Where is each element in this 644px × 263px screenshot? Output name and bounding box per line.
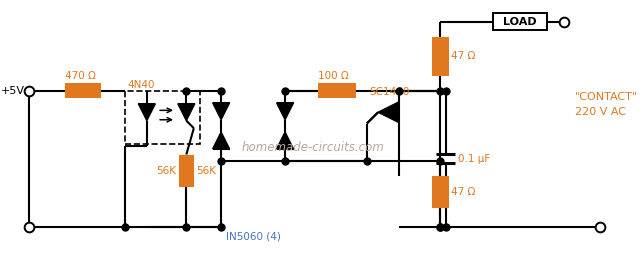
Polygon shape (276, 132, 294, 149)
Text: LOAD: LOAD (504, 17, 537, 27)
Text: SC1460: SC1460 (370, 87, 410, 97)
Text: 56K: 56K (196, 165, 216, 175)
Bar (179, 155, 194, 186)
Text: "CONTACT"
220 V AC: "CONTACT" 220 V AC (574, 92, 638, 117)
Bar (431, 176, 449, 208)
Polygon shape (378, 102, 399, 123)
Text: 47 Ω: 47 Ω (451, 51, 476, 61)
Bar (125, 90, 200, 144)
Bar (431, 37, 449, 76)
Bar (318, 83, 355, 98)
Text: 56K: 56K (156, 165, 176, 175)
Text: 4N40: 4N40 (127, 80, 155, 90)
Text: 100 Ω: 100 Ω (318, 71, 348, 81)
Text: 47 Ω: 47 Ω (451, 187, 476, 197)
Polygon shape (276, 103, 294, 120)
Polygon shape (138, 104, 155, 121)
Text: IN5060 (4): IN5060 (4) (225, 232, 281, 242)
Polygon shape (213, 132, 229, 149)
Bar (493, 13, 547, 31)
Text: +5V: +5V (1, 85, 24, 95)
Polygon shape (213, 103, 229, 120)
Bar (65, 83, 100, 98)
Text: 0.1 μF: 0.1 μF (458, 154, 490, 164)
Text: 470 Ω: 470 Ω (65, 71, 96, 81)
Polygon shape (178, 104, 194, 121)
Text: homemade-circuits.com: homemade-circuits.com (242, 140, 384, 154)
